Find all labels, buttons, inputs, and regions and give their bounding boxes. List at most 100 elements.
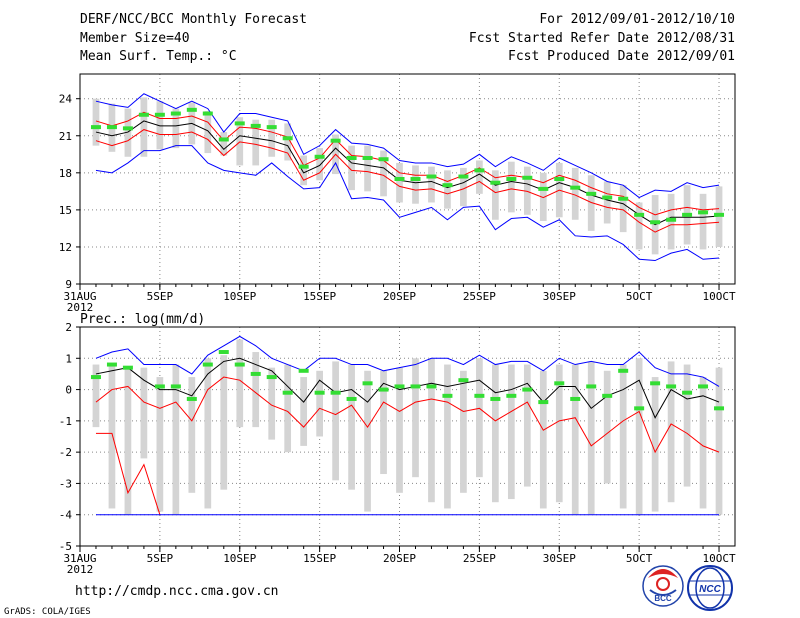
- series-line-upper: [95, 111, 720, 216]
- spread-bar: [380, 370, 387, 475]
- spread-bar: [252, 119, 260, 166]
- spread-bar: [539, 172, 547, 221]
- x-year-label: 2012: [67, 301, 94, 314]
- x-tick-label: 5SEP: [147, 552, 174, 565]
- spread-bar: [667, 361, 675, 503]
- y-tick-label: 9: [65, 278, 72, 291]
- spread-bar: [555, 364, 563, 503]
- plot-frame: [79, 73, 736, 285]
- spread-bar: [476, 160, 483, 194]
- x-tick-label: 30SEP: [543, 552, 576, 565]
- series-line-lower: [95, 129, 720, 233]
- spread-bar: [124, 108, 132, 157]
- spread-bar: [460, 167, 467, 207]
- y-tick-label: 21: [59, 130, 72, 143]
- source-url[interactable]: http://cmdp.ncc.cma.gov.cn: [75, 584, 279, 599]
- spread-bar: [92, 98, 100, 146]
- variable-label: Mean Surf. Temp.: °C: [80, 49, 237, 64]
- spread-bar: [236, 339, 244, 428]
- spread-bar: [603, 181, 611, 224]
- y-tick-label: -3: [59, 477, 72, 490]
- x-tick-label: 25SEP: [463, 290, 496, 303]
- precipitation-panel: -5 -4 -3 -2 -1 0 1 2 31AUG 5SEP 10SEP 15SEP 20SEP 25S…: [59, 321, 736, 576]
- y-tick-label: 15: [59, 204, 72, 217]
- temperature-panel: 9 12 15 18 21 24 31AUG 5SEP 10SEP 15SEP 20SEP 25SEP…: [59, 73, 736, 314]
- spread-bar: [204, 358, 212, 509]
- spread-bar: [571, 167, 579, 220]
- spread-bar: [619, 364, 627, 509]
- spread-bar: [364, 370, 371, 512]
- spread-bar: [364, 145, 371, 192]
- x-tick-label: 10SEP: [223, 290, 256, 303]
- spread-bar: [268, 367, 276, 440]
- y-tick-label: 0: [65, 384, 72, 397]
- x-tick-label: 5OCT: [626, 552, 653, 565]
- spread-bar: [108, 364, 116, 509]
- x-year-label: 2012: [67, 563, 94, 576]
- fcst-started-date: Fcst Started Refer Date 2012/08/31: [469, 31, 735, 46]
- spread-bar: [172, 108, 180, 149]
- x-tick-label: 10OCT: [702, 290, 735, 303]
- spread-bar: [523, 364, 531, 487]
- forecast-range: For 2012/09/01-2012/10/10: [539, 12, 735, 27]
- series-line-mean: [95, 120, 720, 226]
- spread-bar: [204, 111, 212, 154]
- precip-panel-title: Prec.: log(mm/d): [80, 312, 205, 327]
- spread-bar: [539, 370, 547, 509]
- spread-bar: [220, 355, 228, 490]
- y-tick-label: 2: [65, 321, 72, 334]
- x-tick-label: 20SEP: [383, 552, 416, 565]
- x-tick-label: 10SEP: [223, 552, 256, 565]
- spread-bar: [412, 358, 419, 478]
- spread-bar: [619, 185, 627, 233]
- spread-bar: [316, 370, 323, 437]
- y-tick-label: -5: [59, 540, 72, 553]
- spread-bar: [92, 364, 100, 428]
- spread-bar: [428, 358, 435, 503]
- bcc-logo-text: BCC: [654, 594, 672, 603]
- spread-bar: [156, 101, 164, 150]
- spread-bar: [507, 364, 515, 500]
- x-tick-label: 5OCT: [626, 290, 653, 303]
- spread-bar: [236, 117, 244, 166]
- spread-bar: [300, 155, 308, 186]
- spread-bar: [220, 132, 228, 156]
- x-tick-label: 15SEP: [303, 552, 336, 565]
- spread-bar: [380, 150, 387, 197]
- ncc-logo-text: NCC: [699, 584, 721, 595]
- spread-bar: [348, 145, 355, 191]
- spread-bar: [587, 175, 595, 231]
- x-tick-label: 5SEP: [147, 290, 174, 303]
- spread-bar: [428, 166, 435, 203]
- x-tick-label: 30SEP: [543, 290, 576, 303]
- plot-frame: [79, 326, 736, 547]
- spread-bar: [635, 358, 643, 515]
- spread-bar: [635, 202, 643, 250]
- y-tick-label: -4: [59, 509, 73, 522]
- y-tick-label: -2: [59, 446, 72, 459]
- series-line-lower_red: [95, 432, 161, 515]
- spread-bar: [124, 367, 132, 515]
- series-line-min: [95, 145, 720, 262]
- y-tick-label: -1: [59, 415, 72, 428]
- series-line-max: [95, 93, 720, 199]
- grads-credit: GrADS: COLA/IGES: [4, 607, 91, 617]
- y-tick-label: 12: [59, 241, 72, 254]
- spread-bar: [476, 358, 483, 478]
- spread-bar: [396, 162, 403, 203]
- spread-bar: [348, 364, 355, 490]
- spread-bar: [396, 367, 403, 493]
- fcst-produced-date: Fcst Produced Date 2012/09/01: [508, 49, 735, 64]
- y-tick-label: 1: [65, 352, 72, 365]
- spread-bar: [412, 165, 419, 204]
- spread-bar: [332, 361, 339, 481]
- spread-bar: [188, 377, 196, 493]
- spread-bar: [587, 361, 595, 515]
- spread-bar: [156, 377, 164, 512]
- spread-bar: [699, 377, 707, 509]
- spread-bar: [444, 364, 451, 509]
- spread-bar: [603, 370, 611, 484]
- spread-bar: [284, 123, 292, 161]
- series-line-max: [95, 335, 720, 387]
